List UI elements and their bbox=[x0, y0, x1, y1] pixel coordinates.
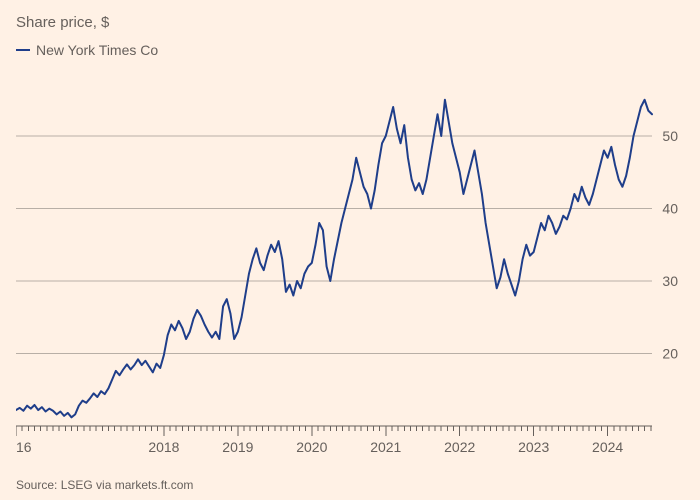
svg-text:40: 40 bbox=[662, 201, 678, 217]
y-axis-labels: 20 30 40 50 bbox=[662, 128, 678, 362]
plot-area: 20 30 40 50 2016 2018 2019 2020 2021 2022 2023 202… bbox=[16, 78, 684, 458]
chart-source: Source: LSEG via markets.ft.com bbox=[16, 478, 193, 492]
svg-text:50: 50 bbox=[662, 128, 678, 144]
svg-text:2023: 2023 bbox=[518, 439, 549, 455]
legend-series-label: New York Times Co bbox=[36, 42, 158, 58]
series-line-nyt bbox=[16, 100, 652, 418]
svg-text:2019: 2019 bbox=[222, 439, 253, 455]
legend: New York Times Co bbox=[16, 42, 158, 58]
svg-text:20: 20 bbox=[662, 346, 678, 362]
chart-subtitle: Share price, $ bbox=[16, 14, 109, 31]
svg-text:30: 30 bbox=[662, 273, 678, 289]
svg-text:2022: 2022 bbox=[444, 439, 475, 455]
svg-text:2021: 2021 bbox=[370, 439, 401, 455]
svg-text:2020: 2020 bbox=[296, 439, 327, 455]
svg-text:2018: 2018 bbox=[148, 439, 179, 455]
svg-text:2016: 2016 bbox=[16, 439, 32, 455]
svg-text:2024: 2024 bbox=[592, 439, 623, 455]
legend-swatch bbox=[16, 49, 30, 51]
x-axis: 2016 2018 2019 2020 2021 2022 2023 2024 bbox=[16, 426, 652, 455]
chart-container: Share price, $ New York Times Co 20 30 40 5… bbox=[0, 0, 700, 500]
y-gridlines bbox=[16, 136, 652, 354]
